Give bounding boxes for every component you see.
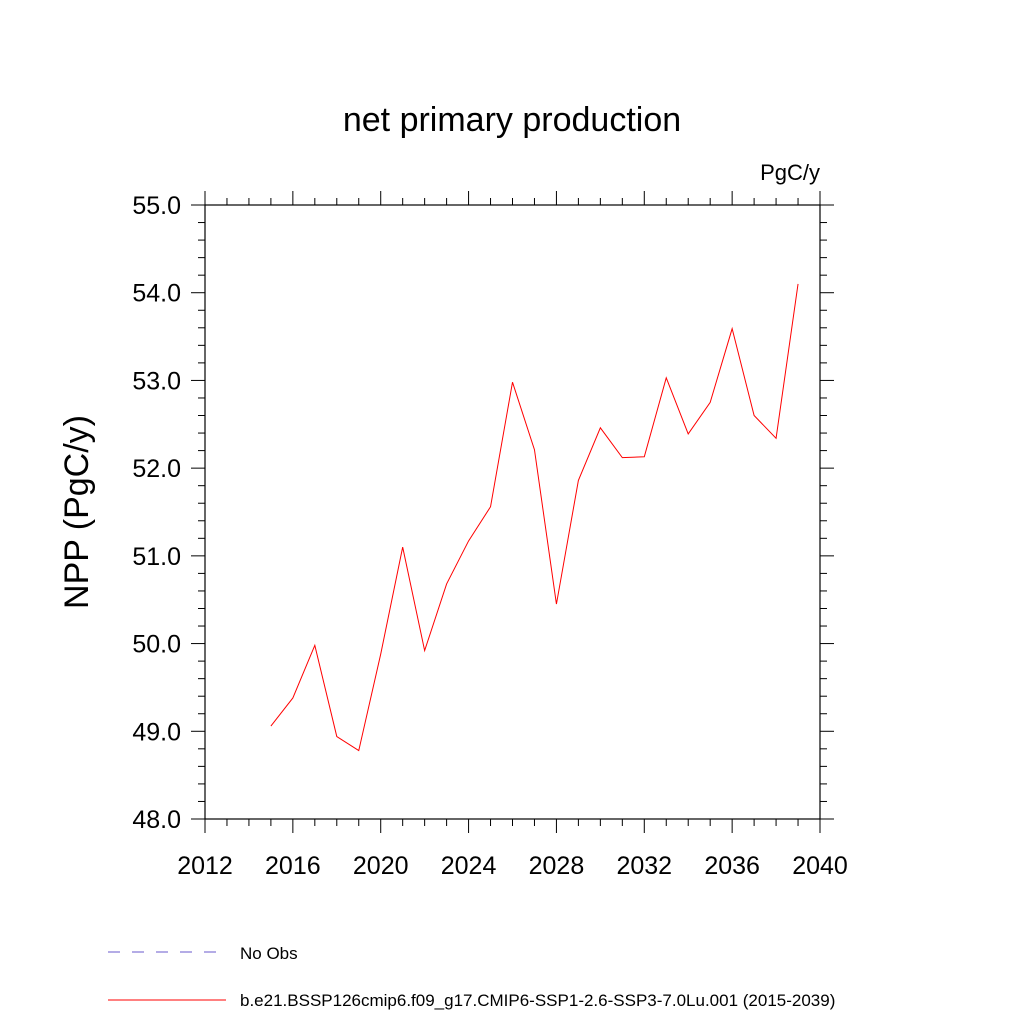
units-label: PgC/y <box>760 160 820 185</box>
chart-title: net primary production <box>343 101 681 139</box>
x-tick-label: 2024 <box>441 852 497 880</box>
y-tick-label: 48.0 <box>132 806 181 834</box>
x-tick-labels: 2012 2016 2020 2024 2028 2032 2036 2040 <box>177 852 848 880</box>
x-tick-label: 2020 <box>353 852 409 880</box>
y-axis-label: NPP (PgC/y) <box>58 415 96 609</box>
x-tick-label: 2028 <box>529 852 585 880</box>
x-tick-label: 2012 <box>177 852 233 880</box>
legend-label-no-obs: No Obs <box>240 944 298 963</box>
legend: No Obs b.e21.BSSP126cmip6.f09_g17.CMIP6-… <box>108 944 835 1010</box>
y-tick-label: 54.0 <box>132 280 181 308</box>
major-ticks <box>191 191 834 833</box>
y-tick-label: 50.0 <box>132 631 181 659</box>
legend-label-model: b.e21.BSSP126cmip6.f09_g17.CMIP6-SSP1-2.… <box>240 991 835 1010</box>
y-tick-label: 49.0 <box>132 718 181 746</box>
plot-frame <box>204 204 821 820</box>
y-tick-labels: 48.0 49.0 50.0 51.0 52.0 53.0 54.0 55.0 <box>132 192 181 834</box>
y-tick-label: 51.0 <box>132 543 181 571</box>
x-tick-label: 2040 <box>792 852 848 880</box>
x-tick-label: 2036 <box>704 852 760 880</box>
series-group <box>270 283 799 752</box>
x-tick-label: 2032 <box>616 852 672 880</box>
y-tick-label: 52.0 <box>132 455 181 483</box>
y-tick-label: 55.0 <box>132 192 181 220</box>
minor-ticks <box>198 198 827 826</box>
x-tick-label: 2016 <box>265 852 321 880</box>
y-tick-label: 53.0 <box>132 367 181 395</box>
series-line <box>270 283 799 752</box>
